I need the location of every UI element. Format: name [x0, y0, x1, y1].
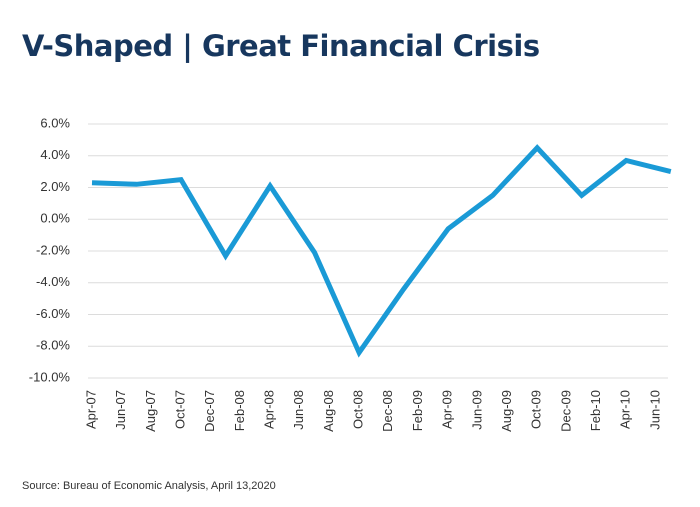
- x-tick-label: Aug-08: [321, 390, 336, 432]
- source-note: Source: Bureau of Economic Analysis, Apr…: [22, 480, 276, 492]
- y-tick-label: 4.0%: [40, 147, 70, 162]
- x-tick-label: Oct-07: [172, 390, 187, 429]
- x-tick-label: Jun-07: [113, 390, 128, 430]
- x-tick-label: Apr-07: [83, 390, 98, 429]
- x-tick-label: Feb-09: [410, 390, 425, 431]
- x-tick-label: Oct-09: [529, 390, 544, 429]
- y-tick-label: 2.0%: [40, 179, 70, 194]
- y-tick-label: -8.0%: [36, 338, 70, 353]
- x-tick-label: Feb-08: [232, 390, 247, 431]
- x-tick-label: Jun-10: [647, 390, 662, 430]
- x-tick-label: Apr-10: [618, 390, 633, 429]
- y-tick-label: -4.0%: [36, 274, 70, 289]
- x-tick-label: Feb-10: [588, 390, 603, 431]
- y-tick-label: -6.0%: [36, 306, 70, 321]
- chart-title: V-Shaped | Great Financial Crisis: [22, 29, 540, 63]
- y-tick-label: -2.0%: [36, 242, 70, 257]
- x-tick-label: Apr-09: [440, 390, 455, 429]
- x-tick-label: Dec-09: [558, 390, 573, 432]
- x-tick-label: Aug-07: [143, 390, 158, 432]
- y-tick-label: 0.0%: [40, 211, 70, 226]
- data-line: [91, 144, 672, 358]
- x-tick-label: Apr-08: [262, 390, 277, 429]
- x-tick-label: Dec-08: [380, 390, 395, 432]
- x-tick-label: Jun-08: [291, 390, 306, 430]
- x-tick-label: Dec-07: [202, 390, 217, 432]
- x-tick-label: Jun-09: [469, 390, 484, 430]
- x-tick-label: Aug-09: [499, 390, 514, 432]
- y-tick-label: 6.0%: [40, 115, 70, 130]
- x-tick-label: Oct-08: [351, 390, 366, 429]
- y-tick-label: -10.0%: [29, 369, 71, 384]
